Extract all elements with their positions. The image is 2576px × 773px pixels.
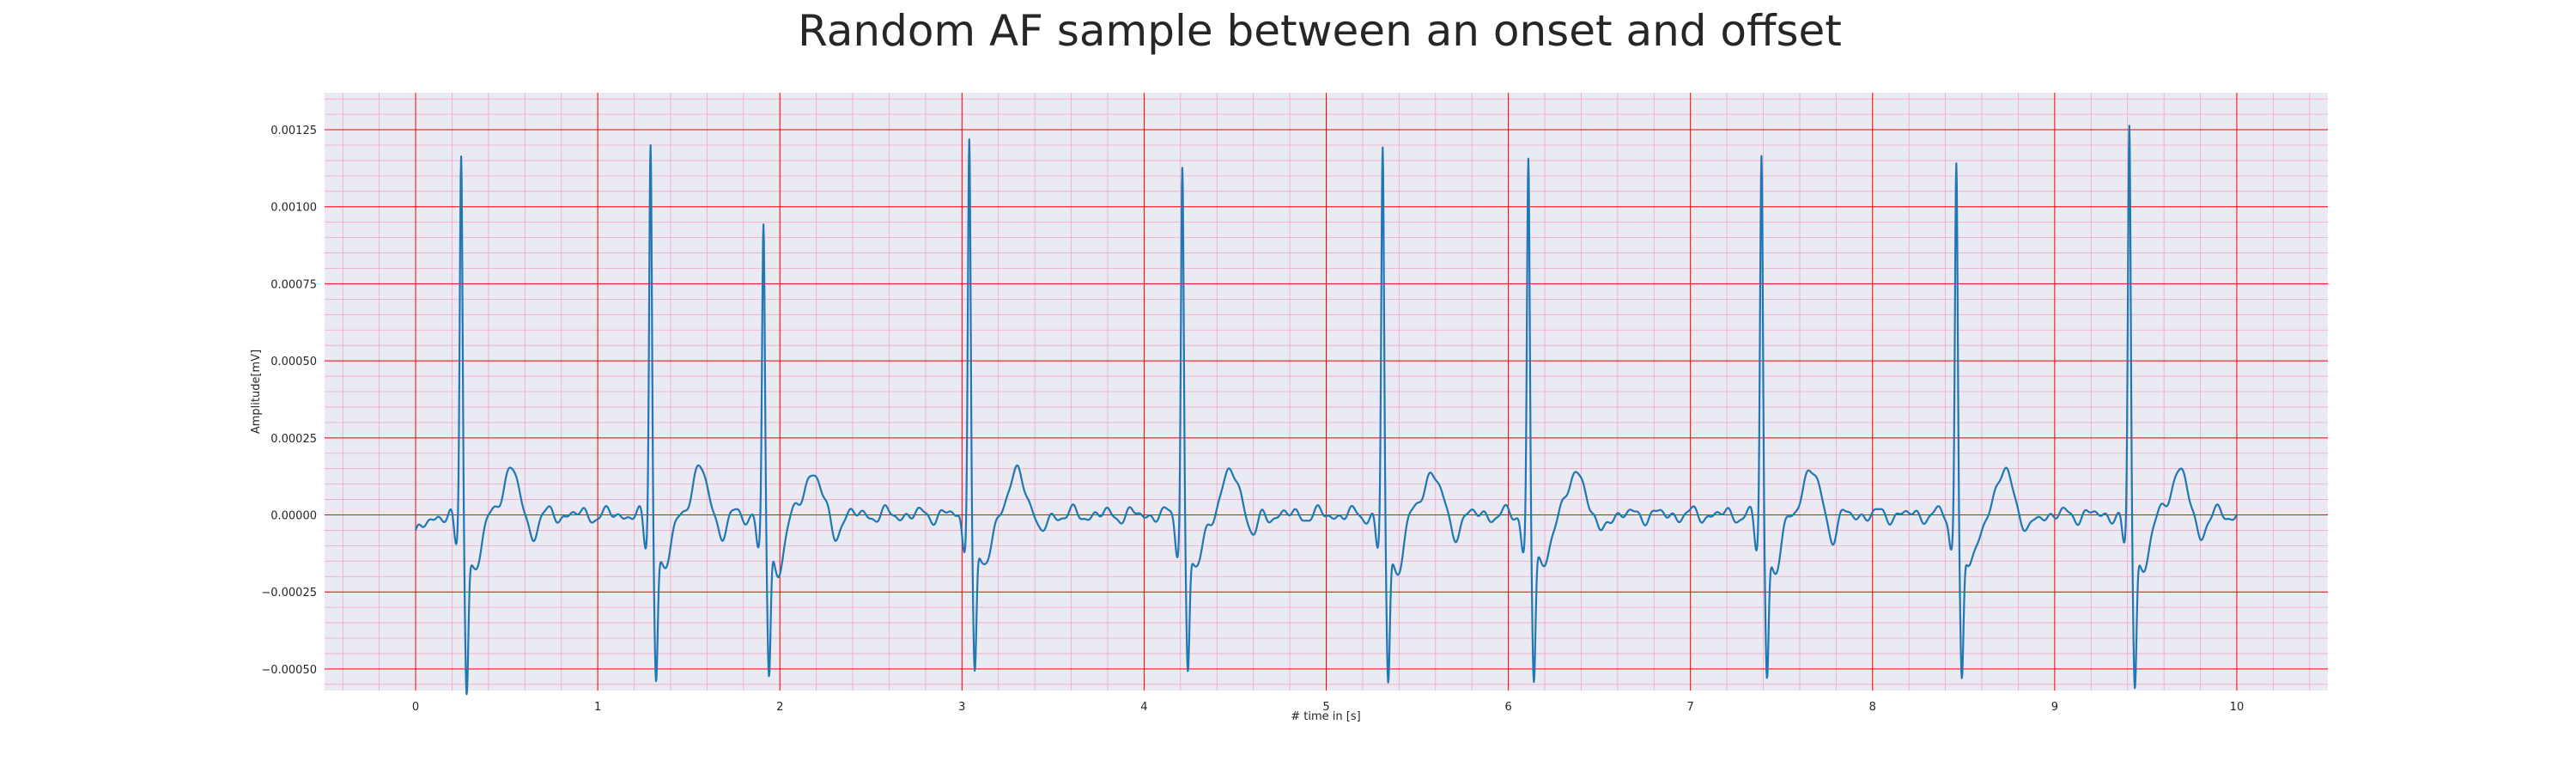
y-axis-ticks: −0.00050 −0.00025 0.00000 0.00025 0.00050 0.0… (261, 125, 317, 677)
major-grid (325, 93, 2328, 691)
x-tick-label: 9 (2051, 701, 2058, 714)
x-tick-label: 8 (1869, 701, 1876, 714)
ecg-signal-line (415, 125, 2238, 696)
y-axis-label: Amplitude[mV] (250, 350, 263, 434)
x-tick-label: 7 (1687, 701, 1694, 714)
x-tick-label: 10 (2230, 701, 2245, 714)
x-tick-label: 3 (958, 701, 965, 714)
y-tick-label: 0.00050 (270, 356, 317, 368)
x-axis-label: # time in [s] (1291, 710, 1360, 723)
y-tick-label: −0.00050 (261, 664, 317, 677)
chart-title: Random AF sample between an onset and of… (798, 6, 1842, 56)
y-tick-label: 0.00025 (270, 433, 317, 446)
y-tick-label: 0.00125 (270, 125, 317, 137)
y-tick-label: 0.00100 (270, 202, 317, 215)
x-tick-label: 5 (1322, 701, 1329, 714)
x-tick-label: 0 (412, 701, 419, 714)
y-tick-label: −0.00025 (261, 587, 317, 600)
x-tick-label: 6 (1504, 701, 1511, 714)
x-tick-label: 4 (1140, 701, 1147, 714)
y-tick-label: 0.00000 (270, 510, 317, 523)
y-tick-label: 0.00075 (270, 278, 317, 291)
x-tick-label: 2 (776, 701, 783, 714)
x-axis-ticks: 0 1 2 3 4 5 6 7 8 9 10 (412, 701, 2244, 714)
x-tick-label: 1 (594, 701, 601, 714)
